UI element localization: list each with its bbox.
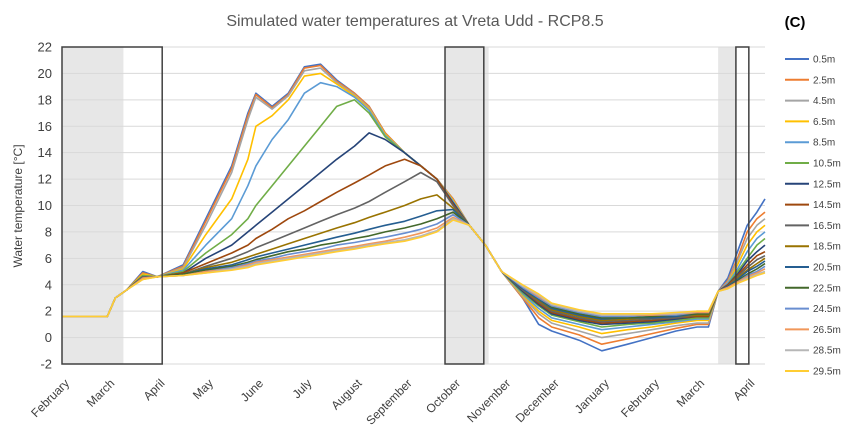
x-tick-labels: February March April May June July AugustSepte… — [28, 376, 757, 428]
series-line-29.5m — [62, 219, 766, 318]
y-tick-label: 4 — [45, 277, 52, 292]
chart-title: Simulated water temperatures at Vreta Ud… — [226, 13, 603, 30]
legend-label-0.5m: 0.5m — [813, 55, 835, 66]
legend-label-12.5m: 12.5m — [813, 179, 841, 190]
x-tick-label: March — [674, 376, 707, 409]
x-tick-label: August — [328, 376, 365, 413]
legend-label-18.5m: 18.5m — [813, 242, 841, 253]
gridlines — [62, 46, 765, 365]
y-tick-label: 10 — [38, 198, 52, 213]
legend-label-6.5m: 6.5m — [813, 117, 835, 128]
boxed-periods — [61, 46, 750, 365]
legend-label-29.5m: 29.5m — [813, 367, 841, 378]
legend-label-16.5m: 16.5m — [813, 221, 841, 232]
y-tick-label: 18 — [38, 92, 52, 107]
legend-label-14.5m: 14.5m — [813, 200, 841, 211]
series-line-8.5m — [62, 81, 766, 331]
y-tick-label: 0 — [45, 330, 52, 345]
y-tick-label: 6 — [45, 251, 52, 266]
legend-label-28.5m: 28.5m — [813, 346, 841, 357]
boxed-period-1 — [61, 46, 163, 365]
y-tick-label: 2 — [45, 304, 52, 319]
series-line-22.5m — [62, 211, 766, 319]
series-line-10.5m — [62, 99, 766, 328]
series-line-18.5m — [62, 194, 766, 322]
x-tick-label: June — [238, 376, 267, 405]
x-tick-label: February — [28, 376, 72, 420]
x-tick-label: April — [141, 376, 168, 403]
boxed-period-2 — [444, 46, 485, 365]
legend-label-22.5m: 22.5m — [813, 283, 841, 294]
series-line-6.5m — [62, 72, 766, 335]
legend-label-10.5m: 10.5m — [813, 159, 841, 170]
series-line-14.5m — [62, 158, 766, 324]
legend-label-24.5m: 24.5m — [813, 304, 841, 315]
y-tick-label: -2 — [40, 357, 52, 372]
y-tick-label: 22 — [38, 40, 52, 55]
y-tick-label: 16 — [38, 119, 52, 134]
x-tick-label: March — [84, 376, 117, 409]
series-lines — [62, 63, 766, 352]
series-line-28.5m — [62, 217, 766, 318]
series-line-16.5m — [62, 171, 766, 323]
x-tick-label: December — [513, 376, 562, 425]
legend: 0.5m 2.5m 4.5m 6.5m 8.5m 10.5m 12.5m 14.5m 16.5m… — [785, 55, 841, 378]
series-line-0.5m — [62, 63, 766, 352]
x-tick-label: November — [464, 376, 513, 425]
y-tick-label: 8 — [45, 224, 52, 239]
y-tick-labels: -2 0 2 4 6 8 10 12 14 16 18 20 22 — [38, 40, 52, 372]
panel-label: (C) — [785, 14, 806, 31]
y-tick-label: 12 — [38, 172, 52, 187]
legend-label-26.5m: 26.5m — [813, 325, 841, 336]
x-tick-label: January — [572, 376, 612, 416]
legend-label-4.5m: 4.5m — [813, 96, 835, 107]
series-line-12.5m — [62, 132, 766, 326]
x-tick-label: October — [423, 376, 463, 416]
y-axis-label: Water temperature [°C] — [11, 144, 25, 267]
x-tick-label: July — [290, 376, 315, 401]
x-tick-label: May — [190, 376, 216, 402]
boxed-period-3 — [735, 46, 750, 365]
series-line-2.5m — [62, 64, 766, 345]
legend-label-8.5m: 8.5m — [813, 138, 835, 149]
series-line-4.5m — [62, 67, 766, 339]
y-tick-label: 14 — [38, 145, 52, 160]
x-tick-label: April — [730, 376, 757, 403]
x-tick-label: February — [618, 376, 662, 420]
series-line-24.5m — [62, 213, 766, 318]
y-tick-label: 20 — [38, 66, 52, 81]
legend-label-2.5m: 2.5m — [813, 75, 835, 86]
x-tick-label: September — [363, 376, 414, 427]
legend-label-20.5m: 20.5m — [813, 263, 841, 274]
